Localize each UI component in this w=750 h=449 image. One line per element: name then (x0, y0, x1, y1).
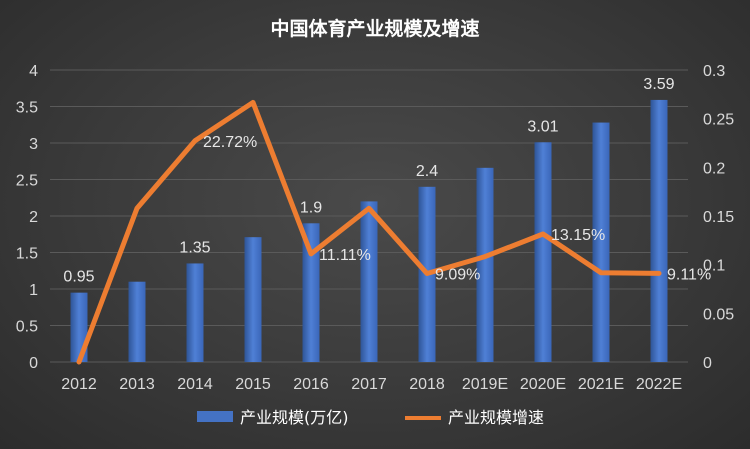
legend-bar-swatch (197, 411, 233, 422)
left-tick-label: 0.5 (16, 319, 38, 336)
right-axis: 0 0.05 0.1 0.15 0.2 0.25 0.3 (703, 63, 734, 372)
left-tick-label: 1.5 (16, 246, 38, 263)
right-tick-label: 0.3 (703, 63, 725, 80)
bar-data-label: 3.59 (643, 76, 674, 93)
x-tick-label: 2015 (235, 376, 271, 393)
left-tick-label: 3 (29, 136, 38, 153)
x-tick-label: 2022E (636, 376, 682, 393)
x-tick-label: 2018 (409, 376, 445, 393)
left-axis: 0 0.5 1 1.5 2 2.5 3 3.5 4 (16, 63, 38, 372)
x-tick-label: 2021E (578, 376, 624, 393)
right-tick-label: 0.1 (703, 258, 725, 275)
x-tick-label: 2019E (462, 376, 508, 393)
bar (534, 142, 552, 362)
bar-data-label: 1.35 (179, 239, 210, 256)
line-data-label: 13.15% (551, 227, 605, 244)
legend-bar-label: 产业规模(万亿) (240, 408, 349, 427)
data-labels: 0.95 1.35 1.9 2.4 3.01 3.59 22.72% 11.11% 9.09% 1… (63, 76, 711, 286)
bar (592, 122, 610, 362)
left-tick-label: 4 (29, 63, 38, 80)
bar-data-label: 2.4 (416, 163, 438, 180)
line-series (76, 99, 662, 365)
bar-data-label: 0.95 (63, 269, 94, 286)
line-data-label: 22.72% (203, 134, 257, 151)
bar (128, 281, 146, 362)
growth-line (76, 99, 662, 365)
x-axis: 2012 2013 2014 2015 2016 2017 2018 2019E 2020E 20… (61, 376, 682, 393)
left-tick-label: 2 (29, 209, 38, 226)
right-tick-label: 0.15 (703, 209, 734, 226)
left-tick-label: 1 (29, 282, 38, 299)
chart-title: 中国体育产业规模及增速 (270, 17, 479, 40)
x-tick-label: 2016 (293, 376, 329, 393)
x-tick-label: 2014 (177, 376, 213, 393)
left-tick-label: 2.5 (16, 173, 38, 190)
bar (476, 167, 494, 362)
right-tick-label: 0 (703, 355, 712, 372)
line-data-label: 11.11% (319, 247, 371, 264)
x-tick-label: 2020E (520, 376, 566, 393)
bar (302, 223, 320, 362)
line-data-label: 9.09% (435, 267, 480, 284)
bar (650, 99, 668, 363)
bar (186, 263, 204, 362)
right-tick-label: 0.05 (703, 306, 734, 323)
bar-data-label: 1.9 (300, 199, 322, 216)
x-tick-label: 2013 (119, 376, 155, 393)
left-tick-label: 0 (29, 355, 38, 372)
line-data-label: 9.11% (667, 266, 711, 283)
x-tick-label: 2012 (61, 376, 97, 393)
right-tick-label: 0.25 (703, 112, 734, 129)
legend-line-label: 产业规模增速 (448, 408, 544, 427)
legend: 产业规模(万亿) 产业规模增速 (197, 408, 544, 427)
bar-data-label: 3.01 (527, 118, 558, 135)
bar (360, 201, 378, 362)
x-tick-label: 2017 (351, 376, 387, 393)
bar (244, 237, 262, 362)
right-tick-label: 0.2 (703, 160, 725, 177)
bar-series (70, 99, 668, 363)
left-tick-label: 3.5 (16, 100, 38, 117)
